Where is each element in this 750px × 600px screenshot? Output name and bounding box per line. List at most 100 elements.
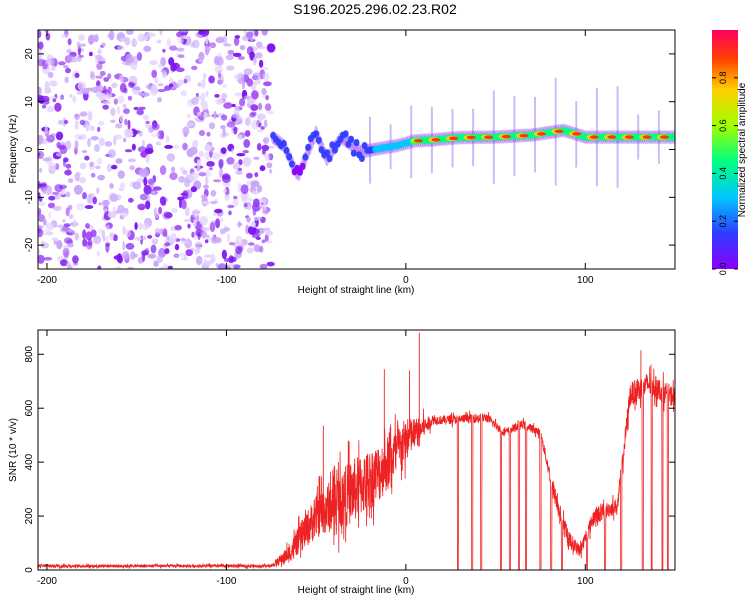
noise-blob [227, 49, 235, 55]
noise-blob [38, 208, 42, 216]
noise-blob [254, 172, 259, 178]
noise-blob [125, 53, 134, 64]
ridge-blob [318, 146, 325, 154]
noise-blob [82, 192, 87, 200]
noise-blob [59, 226, 69, 233]
noise-blob [218, 159, 224, 170]
noise-blob [56, 240, 63, 250]
noise-blob [200, 92, 206, 102]
noise-blob [67, 178, 74, 184]
noise-blob [214, 237, 222, 244]
noise-blob [223, 188, 227, 194]
noise-blob [66, 48, 72, 54]
y-tick-label: -10 [24, 190, 35, 205]
noise-blob [101, 229, 106, 238]
noise-blob [246, 197, 254, 202]
x-tick-label: -100 [216, 576, 236, 587]
noise-blob [164, 212, 173, 219]
noise-blob [255, 41, 263, 48]
noise-blob [254, 30, 259, 37]
noise-blob [197, 82, 202, 87]
noise-blob [166, 134, 170, 144]
noise-blob [153, 76, 159, 84]
noise-blob [159, 228, 164, 235]
noise-blob [111, 164, 118, 170]
noise-blob [219, 168, 223, 178]
spectrogram-xlabel: Height of straight line (km) [298, 285, 415, 296]
ridge-blob [315, 136, 322, 144]
noise-blob [94, 144, 100, 153]
noise-blob [73, 184, 83, 195]
noise-blob [41, 187, 47, 195]
noise-blob [90, 172, 96, 178]
noise-blob [56, 152, 63, 157]
y-tick-label: -20 [24, 237, 35, 252]
noise-blob [104, 141, 113, 147]
noise-blob [109, 183, 114, 189]
noise-blob [223, 43, 232, 47]
noise-blob [266, 110, 275, 115]
noise-blob [142, 236, 147, 241]
noise-blob [97, 265, 102, 269]
noise-blob [62, 247, 70, 258]
noise-blob [181, 237, 186, 242]
noise-blob [90, 229, 97, 238]
noise-blob [76, 203, 86, 211]
noise-blob [144, 147, 154, 155]
noise-blob [59, 184, 67, 189]
noise-blob [210, 190, 217, 197]
noise-blob [186, 148, 195, 158]
noise-blob [144, 124, 153, 128]
noise-blob [52, 205, 62, 211]
noise-blob [45, 32, 51, 41]
noise-blob [195, 92, 199, 97]
noise-blob [215, 37, 225, 44]
noise-blob [169, 172, 178, 181]
noise-blob [243, 68, 253, 76]
noise-blob [66, 261, 71, 269]
noise-blob [115, 123, 123, 129]
noise-blob [237, 56, 245, 60]
ridge-peak [484, 135, 494, 139]
ridge-peak [554, 129, 564, 134]
noise-blob [109, 232, 114, 241]
noise-blob [159, 196, 166, 206]
noise-blob [154, 228, 161, 235]
noise-blob [96, 62, 103, 70]
colorbar-ticks: 0.0 0.2 0.4 0.6 0.8 [712, 72, 738, 275]
noise-blob [213, 212, 217, 216]
colorbar-gradient [712, 30, 738, 269]
noise-blob [191, 97, 199, 105]
noise-blob [258, 204, 265, 208]
ridge-blob [283, 146, 290, 155]
noise-blob [96, 157, 103, 165]
noise-blob [180, 192, 188, 196]
noise-blob [38, 225, 45, 229]
noise-blob [192, 140, 199, 148]
noise-blob [187, 113, 191, 118]
noise-blob [72, 255, 79, 264]
noise-blob [185, 249, 193, 257]
noise-blob [259, 263, 268, 269]
noise-blob [145, 120, 150, 125]
noise-blob [139, 206, 145, 211]
ridge-peak [413, 139, 423, 143]
noise-blob [63, 65, 69, 69]
noise-blob [123, 108, 130, 115]
noise-blob [169, 83, 174, 88]
noise-blob [127, 95, 133, 101]
noise-blob [257, 113, 266, 120]
noise-blob [56, 224, 65, 228]
noise-blob [197, 112, 202, 116]
noise-blob [196, 165, 200, 172]
noise-blob [125, 242, 135, 250]
noise-blob [138, 106, 146, 111]
noise-blob [98, 137, 105, 146]
noise-blob [47, 202, 56, 209]
noise-blob [43, 218, 47, 226]
noise-blob [263, 227, 271, 232]
noise-blob [233, 195, 238, 200]
ridge-blob [342, 130, 349, 138]
noise-blob [206, 161, 215, 167]
noise-blob [164, 144, 174, 149]
